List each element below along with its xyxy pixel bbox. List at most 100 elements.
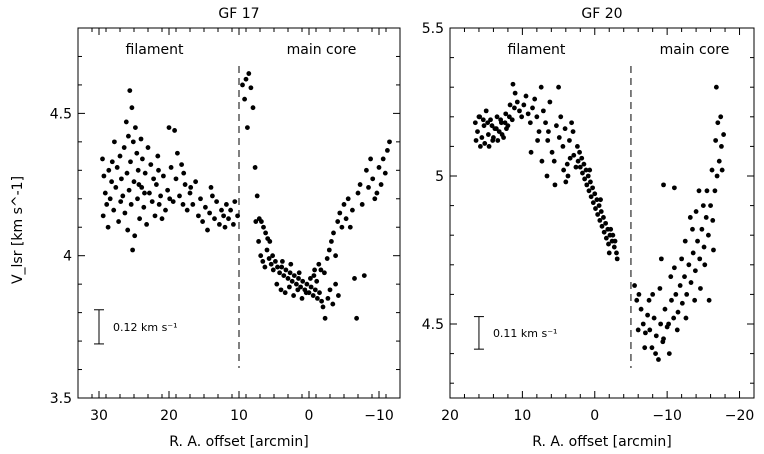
data-point-main-core bbox=[700, 203, 706, 209]
data-point-filament bbox=[480, 117, 486, 123]
data-point-main-core bbox=[671, 185, 677, 191]
data-point-filament bbox=[188, 184, 194, 190]
data-point-filament bbox=[170, 199, 176, 205]
data-point-filament bbox=[603, 235, 609, 241]
data-point-main-core bbox=[692, 268, 698, 274]
data-point-main-core bbox=[345, 196, 351, 202]
data-point-main-core bbox=[277, 270, 282, 276]
data-point-filament bbox=[573, 164, 579, 170]
data-point-filament bbox=[612, 238, 618, 244]
data-point-filament bbox=[485, 132, 491, 137]
data-point-main-core bbox=[650, 292, 656, 297]
region-label-filament: filament bbox=[126, 42, 184, 58]
data-point-filament bbox=[585, 173, 591, 179]
data-point-main-core bbox=[645, 312, 650, 318]
data-point-main-core bbox=[714, 173, 720, 179]
data-point-main-core bbox=[370, 176, 376, 182]
data-point-main-core bbox=[643, 330, 648, 336]
data-point-main-core bbox=[240, 82, 245, 88]
data-point-filament bbox=[512, 105, 517, 111]
data-point-main-core bbox=[258, 253, 264, 259]
data-point-filament bbox=[582, 176, 588, 182]
data-point-main-core bbox=[642, 345, 648, 351]
data-point-filament bbox=[222, 224, 228, 230]
data-point-main-core bbox=[713, 84, 719, 90]
data-point-filament bbox=[551, 158, 557, 164]
data-point-main-core bbox=[352, 276, 357, 281]
data-point-filament bbox=[217, 221, 222, 227]
data-point-filament bbox=[535, 138, 540, 143]
data-point-main-core bbox=[387, 139, 392, 145]
data-point-filament bbox=[179, 162, 185, 168]
data-point-filament bbox=[512, 90, 518, 96]
data-point-main-core bbox=[275, 264, 280, 270]
data-point-filament bbox=[614, 256, 620, 262]
x-tick-label: 0 bbox=[305, 408, 314, 424]
data-point-filament bbox=[173, 176, 179, 182]
data-point-filament bbox=[577, 149, 582, 155]
data-point-main-core bbox=[651, 315, 657, 321]
data-point-filament bbox=[503, 111, 509, 117]
data-point-filament bbox=[208, 184, 214, 190]
data-point-main-core bbox=[250, 105, 256, 111]
data-point-filament bbox=[109, 179, 114, 185]
data-point-filament bbox=[104, 202, 110, 207]
data-point-main-core bbox=[687, 215, 693, 220]
data-point-filament bbox=[141, 204, 147, 210]
data-point-filament bbox=[558, 114, 564, 120]
data-point-filament bbox=[180, 202, 186, 207]
data-point-filament bbox=[193, 179, 199, 185]
data-point-main-core bbox=[380, 156, 386, 162]
data-point-main-core bbox=[713, 138, 719, 143]
data-point-main-core bbox=[706, 297, 712, 303]
data-point-filament bbox=[182, 182, 188, 187]
data-point-main-core bbox=[296, 276, 301, 281]
chart-title: GF 17 bbox=[218, 6, 259, 22]
data-point-filament bbox=[574, 144, 580, 149]
data-point-main-core bbox=[661, 182, 666, 188]
data-point-main-core bbox=[661, 336, 666, 342]
data-point-main-core bbox=[690, 226, 695, 232]
data-point-main-core bbox=[355, 190, 361, 196]
data-point-main-core bbox=[281, 273, 287, 279]
data-point-main-core bbox=[719, 144, 724, 149]
data-point-main-core bbox=[341, 202, 347, 207]
data-point-main-core bbox=[636, 292, 642, 297]
data-point-filament bbox=[583, 167, 589, 173]
data-point-filament bbox=[590, 200, 596, 206]
data-point-main-core bbox=[314, 278, 320, 284]
data-point-filament bbox=[126, 187, 132, 193]
data-point-main-core bbox=[673, 292, 679, 297]
data-point-filament bbox=[499, 132, 505, 137]
data-point-main-core bbox=[333, 253, 338, 259]
data-point-main-core bbox=[246, 71, 252, 76]
x-tick-label: 10 bbox=[230, 408, 248, 424]
data-point-filament bbox=[196, 213, 201, 219]
data-point-filament bbox=[190, 202, 196, 207]
data-point-filament bbox=[156, 167, 161, 173]
data-point-filament bbox=[538, 84, 544, 90]
data-point-main-core bbox=[706, 232, 711, 238]
data-point-main-core bbox=[632, 283, 637, 288]
data-point-filament bbox=[606, 250, 612, 256]
data-point-main-core bbox=[711, 247, 716, 253]
data-point-main-core bbox=[259, 219, 264, 224]
data-point-filament bbox=[598, 209, 604, 214]
data-point-main-core bbox=[243, 76, 249, 82]
data-point-filament bbox=[232, 199, 238, 205]
data-point-filament bbox=[149, 199, 155, 205]
data-point-filament bbox=[113, 184, 119, 190]
data-point-filament bbox=[577, 164, 583, 170]
data-point-main-core bbox=[270, 253, 275, 259]
data-point-filament bbox=[106, 167, 112, 173]
data-point-filament bbox=[212, 216, 217, 222]
data-point-filament bbox=[118, 199, 124, 205]
data-point-main-core bbox=[674, 327, 680, 333]
data-point-main-core bbox=[291, 273, 297, 279]
data-point-filament bbox=[165, 187, 171, 193]
data-point-filament bbox=[207, 210, 213, 216]
data-point-filament bbox=[235, 213, 241, 219]
data-point-filament bbox=[161, 173, 166, 179]
data-point-filament bbox=[137, 216, 143, 222]
